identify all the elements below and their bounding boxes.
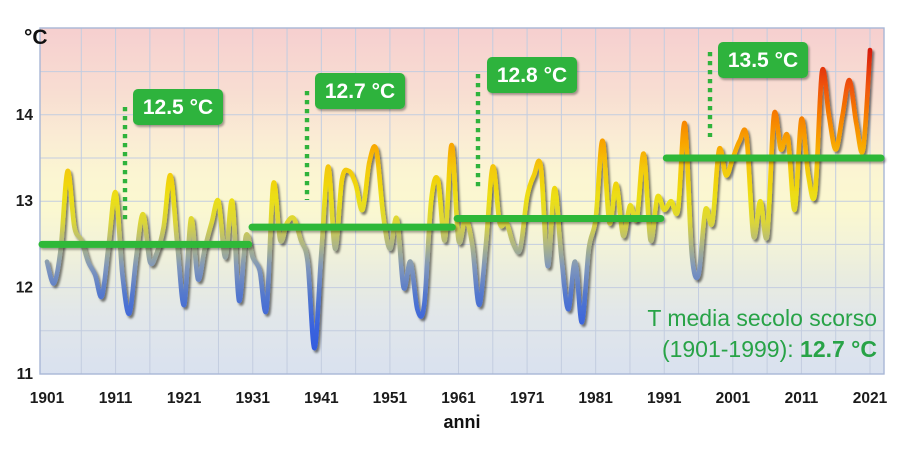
average-label-box xyxy=(487,57,577,93)
x-tick-label: 1931 xyxy=(236,390,271,407)
x-tick-label: 1991 xyxy=(647,390,682,407)
x-tick-label: 2001 xyxy=(716,390,751,407)
x-tick-label: 1921 xyxy=(167,390,202,407)
x-tick-label: 1901 xyxy=(30,390,65,407)
x-tick-label: 2021 xyxy=(853,390,888,407)
average-label-box xyxy=(133,89,223,125)
y-tick-label: 11 xyxy=(17,366,34,383)
x-tick-label: 1911 xyxy=(99,390,133,407)
average-label-box xyxy=(315,73,405,109)
annotation-line1: T media secolo scorso xyxy=(647,305,877,331)
x-tick-label: 1951 xyxy=(373,390,408,407)
y-tick-label: 13 xyxy=(16,193,34,210)
average-label-text: 13.5 °C xyxy=(728,49,798,72)
x-tick-label: 1971 xyxy=(510,390,545,407)
average-label-text: 12.7 °C xyxy=(325,80,395,103)
average-label-box xyxy=(718,42,808,78)
y-axis-title: °C xyxy=(24,26,48,49)
x-tick-label: 1941 xyxy=(304,390,339,407)
plot-border xyxy=(39,27,885,375)
temperature-line xyxy=(44,47,873,351)
average-label-text: 12.5 °C xyxy=(143,96,213,119)
y-tick-label: 12 xyxy=(16,280,33,297)
x-tick-label: 1981 xyxy=(578,390,613,407)
x-tick-label: 1961 xyxy=(441,390,476,407)
x-tick-label: 2011 xyxy=(785,390,819,407)
y-tick-label: 14 xyxy=(16,107,34,124)
average-lines xyxy=(38,154,885,248)
average-label-text: 12.8 °C xyxy=(497,64,567,87)
x-axis-title: anni xyxy=(443,412,481,432)
annotation-line2: (1901-1999): 12.7 °C xyxy=(661,336,877,362)
century-average-annotation: T media secolo scorso (1901-1999): 12.7 … xyxy=(647,303,877,365)
